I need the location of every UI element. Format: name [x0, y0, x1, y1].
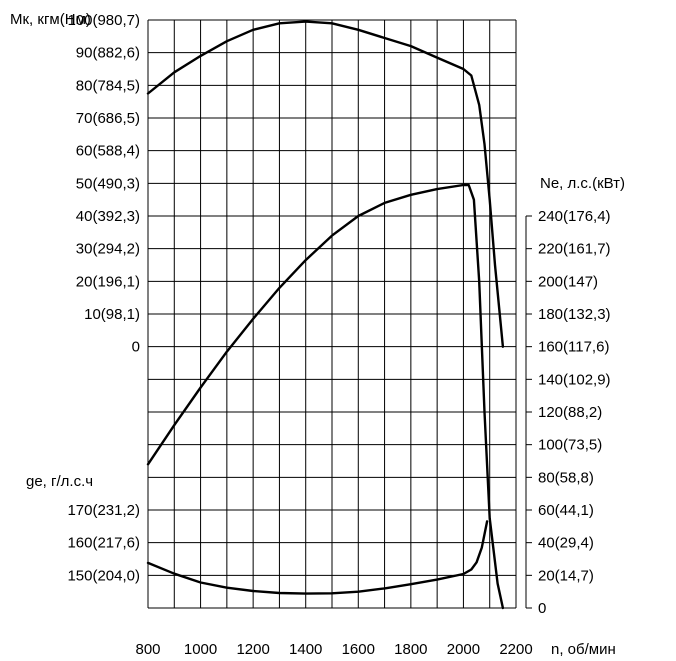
torque-tick-label: 0 [132, 339, 140, 356]
x-tick-label: 1400 [289, 641, 322, 656]
torque-curve [148, 22, 503, 347]
fuel-tick-label: 150(204,0) [67, 567, 140, 584]
power-tick-label: 220(161,7) [538, 241, 611, 258]
x-tick-label: 2200 [499, 641, 532, 656]
x-tick-label: 1200 [236, 641, 269, 656]
x-tick-label: 2000 [447, 641, 480, 656]
right-axis-ticks: 240(176,4) 220(161,7) 200(147) 180(132,3) 16… [526, 208, 611, 617]
chart-curves [148, 22, 503, 608]
fuel-tick-label: 170(231,2) [67, 502, 140, 519]
chart-grid [148, 20, 516, 608]
power-tick-label: 240(176,4) [538, 208, 611, 225]
fuel-axis-title: ge, г/л.с.ч [26, 473, 93, 490]
torque-tick-label: 10(98,1) [84, 306, 140, 323]
torque-tick-label: 90(882,6) [76, 45, 140, 62]
power-tick-label: 80(58,8) [538, 469, 594, 486]
power-tick-label: 120(88,2) [538, 404, 602, 421]
fuel-curve [148, 521, 487, 593]
left-axis-ticks: 100(980,7)90(882,6)80(784,5)70(686,5)60(… [67, 12, 140, 584]
power-tick-label: 20(14,7) [538, 567, 594, 584]
torque-tick-label: 30(294,2) [76, 241, 140, 258]
power-tick-label: 40(29,4) [538, 535, 594, 552]
x-tick-label: 1600 [342, 641, 375, 656]
fuel-tick-label: 160(217,6) [67, 535, 140, 552]
power-tick-label: 60(44,1) [538, 502, 594, 519]
power-tick-label: 160(117,6) [538, 339, 609, 356]
power-tick-label: 200(147) [538, 273, 598, 290]
x-axis-title: n, об/мин [551, 641, 616, 656]
x-tick-label: 1000 [184, 641, 217, 656]
torque-tick-label: 60(588,4) [76, 143, 140, 160]
torque-tick-label: 70(686,5) [76, 110, 140, 127]
torque-tick-label: 40(392,3) [76, 208, 140, 225]
power-axis-title: Ne, л.с.(кВт) [540, 175, 625, 192]
x-tick-label: 800 [135, 641, 160, 656]
torque-axis-title: Мк, кгм(Нм) [10, 11, 91, 28]
power-tick-label: 100(73,5) [538, 437, 602, 454]
torque-tick-label: 80(784,5) [76, 77, 140, 94]
power-tick-label: 140(102,9) [538, 371, 611, 388]
torque-tick-label: 50(490,3) [76, 175, 140, 192]
power-tick-label: 180(132,3) [538, 306, 611, 323]
chart-labels: Мк, кгм(Нм) Ne, л.с.(кВт) ge, г/л.с.ч n,… [10, 11, 625, 656]
x-tick-label: 1800 [394, 641, 427, 656]
power-tick-label: 0 [538, 600, 546, 617]
torque-tick-label: 20(196,1) [76, 273, 140, 290]
